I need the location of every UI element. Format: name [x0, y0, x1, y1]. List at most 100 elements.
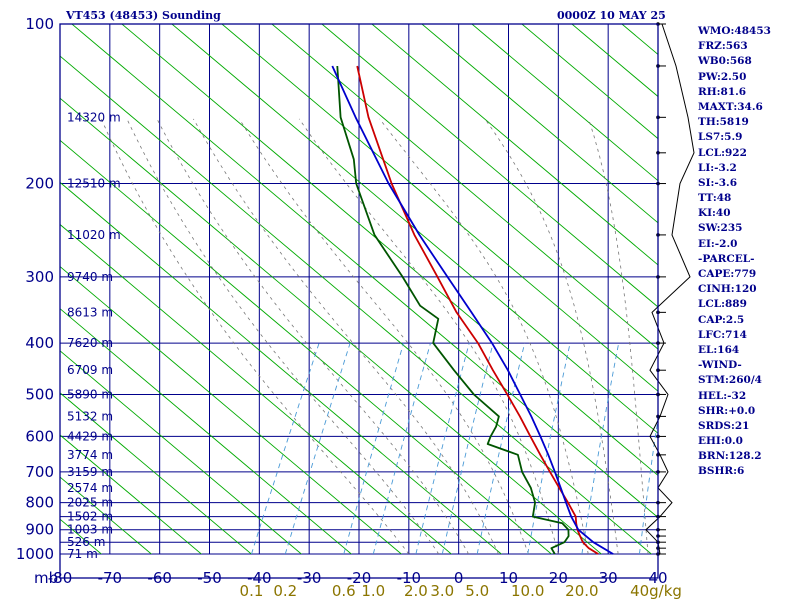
index-item: LI:-3.2: [698, 161, 737, 174]
height-label: 12510 m: [67, 177, 121, 191]
index-item: EL:164: [698, 343, 740, 356]
index-item: EI:-2.0: [698, 237, 738, 250]
height-label: 4429 m: [67, 429, 113, 443]
index-item: HEL:-32: [698, 389, 747, 402]
dry-adiabat: [60, 308, 353, 554]
height-label: 71 m: [67, 547, 98, 561]
mixing-ratio-line-1: [372, 342, 431, 554]
dry-adiabat: [521, 24, 658, 140]
pressure-tick-label: 200: [25, 175, 54, 193]
dry-adiabat: [271, 24, 658, 350]
mixing-ratio-label: 0.1: [240, 582, 264, 600]
index-item: SI:-3.6: [698, 176, 737, 189]
height-label: 3774 m: [67, 448, 113, 462]
mixing-ratio-line-20: [581, 343, 620, 554]
height-label: 5132 m: [67, 409, 113, 423]
chart-title: VT453 (48453) Sounding: [66, 9, 221, 22]
height-label: 3159 m: [67, 465, 113, 479]
index-item: SHR:+0.0: [698, 404, 756, 417]
index-item: -PARCEL-: [698, 252, 755, 265]
mixing-ratio-line-0.2: [284, 342, 351, 554]
index-item: LS7:5.9: [698, 131, 743, 144]
mixing-ratio-line-40: [638, 416, 658, 554]
mixing-ratio-line-10: [527, 343, 571, 554]
index-item: BRN:128.2: [698, 450, 762, 463]
dry-adiabat: [171, 24, 658, 434]
moist-adiabat: [379, 118, 589, 554]
pressure-unit-label: mb: [34, 569, 58, 587]
wind-speed-trace: [645, 23, 695, 555]
height-label: 7620 m: [67, 336, 113, 350]
dry-adiabat: [321, 24, 658, 308]
index-item: RH:81.6: [698, 85, 747, 98]
height-label: 526 m: [67, 535, 105, 549]
dry-adiabat: [60, 350, 303, 554]
mixing-ratio-label: 2.0: [404, 582, 428, 600]
height-label: 11020 m: [67, 228, 121, 242]
moist-adiabats: [100, 118, 649, 554]
mixing-ratio-label: 5.0: [465, 582, 489, 600]
index-item: FRZ:563: [698, 40, 748, 53]
dry-adiabat: [60, 55, 653, 554]
dry-adiabat: [60, 139, 553, 554]
pressure-tick-label: 800: [25, 494, 54, 512]
index-item: CAP:2.5: [698, 313, 745, 326]
moist-adiabat: [156, 118, 469, 554]
moist-adiabat: [100, 118, 410, 554]
dry-adiabat: [60, 476, 153, 554]
mixing-ratio-label: 20.0: [565, 582, 598, 600]
dry-adiabat: [471, 24, 658, 182]
index-item: WB0:568: [698, 55, 752, 68]
index-item: LCL:922: [698, 146, 747, 159]
sounding-profiles: [331, 65, 614, 555]
dry-adiabat: [60, 97, 603, 554]
moist-adiabat: [588, 118, 649, 554]
height-label: 14320 m: [67, 110, 121, 124]
moist-adiabat: [238, 118, 529, 554]
wind-profile: [645, 22, 695, 556]
mixing-ratio-line-0.6: [343, 342, 405, 554]
dry-adiabats: [60, 24, 658, 554]
height-label: 2025 m: [67, 496, 113, 510]
moist-adiabat: [484, 118, 619, 554]
height-label: 1502 m: [67, 510, 113, 524]
mixing-ratio-label: 10.0: [511, 582, 544, 600]
pressure-tick-label: 100: [25, 15, 54, 33]
pressure-tick-label: 600: [25, 427, 54, 445]
index-item: LCL:889: [698, 298, 747, 311]
pressure-tick-label: 700: [25, 463, 54, 481]
pressure-tick-label: 400: [25, 334, 54, 352]
dry-adiabat: [60, 266, 403, 554]
height-label: 2574 m: [67, 481, 113, 495]
index-item: EHI:0.0: [698, 435, 743, 448]
dry-adiabat: [60, 392, 253, 554]
mixing-ratio-line-5: [476, 342, 526, 554]
height-labels: 14320 m 12510 m 11020 m 9740 m 8613 m 7620 m 6…: [67, 110, 121, 561]
index-item: LFC:714: [698, 328, 747, 341]
pressure-tick-label: 300: [25, 268, 54, 286]
dry-adiabat: [71, 24, 658, 519]
pressure-tick-label: 1000: [16, 545, 54, 563]
height-label: 9740 m: [67, 270, 113, 284]
index-item: BSHR:6: [698, 465, 745, 478]
moist-adiabat: [126, 118, 440, 554]
index-item: -WIND-: [698, 359, 742, 372]
indices-panel: WMO:48453 FRZ:563 WB0:568 PW:2.50 RH:81.6 MAX…: [698, 24, 798, 480]
height-label: 1003 m: [67, 523, 113, 537]
mixing-ratio-line-3: [441, 342, 494, 554]
pressure-tick-label: 900: [25, 521, 54, 539]
mixing-ratio-lines: [251, 342, 658, 554]
index-item: CAPE:779: [698, 268, 757, 280]
mixing-ratio-label: 3.0: [430, 582, 454, 600]
height-label: 8613 m: [67, 305, 113, 319]
height-label: 6709 m: [67, 363, 113, 377]
dry-adiabat: [221, 24, 658, 392]
mixing-ratio-label: 1.0: [361, 582, 385, 600]
index-item: MAXT:34.6: [698, 100, 763, 113]
index-item: CINH:120: [698, 283, 757, 296]
chart-timestamp: 0000Z 10 MAY 25: [557, 9, 666, 22]
index-item: SW:235: [698, 222, 743, 235]
temperature-line: [356, 65, 599, 555]
index-item: STM:260/4: [698, 374, 762, 387]
